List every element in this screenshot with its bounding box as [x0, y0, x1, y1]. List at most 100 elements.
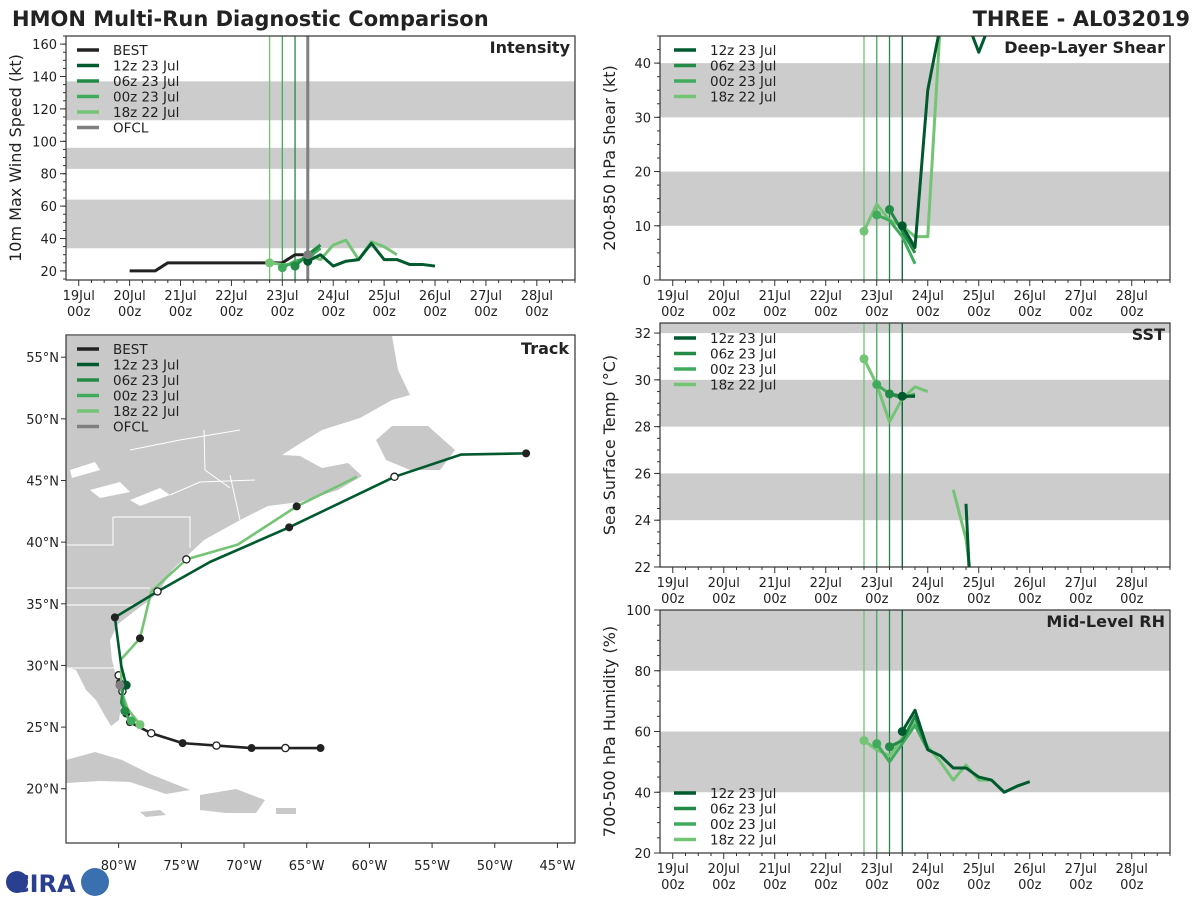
map-frame: [65, 334, 576, 844]
x-tick-label-day: 27Jul: [1065, 289, 1097, 304]
x-tick-label-hour: 00z: [814, 878, 838, 893]
y-tick-label: 120: [32, 103, 57, 118]
plot-area: [660, 36, 1170, 280]
legend-label: 12z 23 Jul: [113, 358, 179, 374]
x-tick-label-hour: 00z: [67, 305, 91, 320]
y-tick-label: 40: [40, 233, 57, 248]
series-line: [900, 708, 1031, 794]
x-tick-label-day: 23Jul: [266, 289, 298, 304]
y-tick-label: 40: [634, 57, 651, 72]
lake: [90, 482, 130, 498]
x-tick-label-day: 21Jul: [759, 576, 791, 591]
x-tick-label-hour: 00z: [474, 305, 498, 320]
y-tick-label: 30: [634, 374, 651, 389]
lon-tick-label: 60°W: [351, 859, 387, 874]
lat-tick-label: 20°N: [26, 783, 59, 798]
y-axis-label: Sea Surface Temp (°C): [600, 355, 619, 535]
shaded-band: [660, 171, 1170, 226]
legend-label: 00z 23 Jul: [113, 389, 179, 405]
legend-label: 18z 22 Jul: [710, 833, 776, 849]
map-area: [66, 336, 531, 817]
track-line: [113, 452, 527, 686]
series-marker: [885, 742, 894, 752]
legend-label: OFCL: [113, 420, 149, 436]
series-marker: [303, 250, 313, 260]
legend-label: 00z 23 Jul: [710, 74, 776, 90]
shaded-band: [660, 323, 1170, 334]
y-tick-label: 24: [634, 514, 651, 529]
series-marker: [859, 736, 869, 746]
x-tick-label-day: 24Jul: [912, 289, 944, 304]
y-axis-label: 10m Max Wind Speed (kt): [6, 54, 25, 262]
panel-title: SST: [1132, 325, 1165, 344]
x-tick-label-day: 20Jul: [708, 862, 740, 877]
series-marker: [872, 739, 882, 749]
series-marker: [859, 354, 869, 364]
legend-label: OFCL: [113, 121, 149, 137]
y-tick-label: 60: [40, 200, 57, 215]
x-tick-label-hour: 00z: [967, 305, 991, 320]
y-tick-label: 22: [634, 561, 651, 576]
x-tick-label-day: 27Jul: [1065, 862, 1097, 877]
x-tick-label-day: 25Jul: [963, 862, 995, 877]
y-tick-label: 26: [634, 467, 651, 482]
x-tick-label-day: 22Jul: [810, 862, 842, 877]
x-tick-label-day: 22Jul: [810, 289, 842, 304]
x-tick-label-day: 28Jul: [521, 289, 553, 304]
series-marker: [303, 256, 313, 266]
x-tick-label-day: 22Jul: [810, 576, 842, 591]
legend-label: 06z 23 Jul: [710, 59, 776, 75]
land-mass: [66, 336, 410, 726]
x-tick-label-day: 25Jul: [963, 576, 995, 591]
legend-label: 18z 22 Jul: [113, 404, 179, 420]
panel-title: Deep-Layer Shear: [1004, 38, 1165, 57]
x-tick-label-hour: 00z: [916, 305, 940, 320]
lon-tick-label: 50°W: [477, 859, 513, 874]
legend-label: 06z 23 Jul: [710, 802, 776, 818]
legend-label: 18z 22 Jul: [710, 378, 776, 394]
legend-label: 12z 23 Jul: [710, 786, 776, 802]
x-tick-label-hour: 00z: [916, 878, 940, 893]
state-border: [203, 429, 231, 489]
x-tick-label-day: 24Jul: [912, 576, 944, 591]
y-tick-label: 100: [626, 604, 651, 619]
track-point-00z: [522, 449, 531, 458]
panel-title: Mid-Level RH: [1046, 612, 1165, 631]
x-tick-label-day: 19Jul: [657, 862, 689, 877]
x-tick-label-hour: 00z: [967, 592, 991, 607]
shaded-band: [66, 147, 575, 169]
y-tick-label: 20: [634, 847, 651, 862]
lon-tick-label: 80°W: [101, 859, 137, 874]
x-tick-label-hour: 00z: [712, 878, 736, 893]
x-tick-label-hour: 00z: [661, 592, 685, 607]
legend-label: 18z 22 Jul: [710, 90, 776, 106]
track-point-00z: [285, 523, 294, 532]
state-border: [66, 517, 114, 546]
y-tick-label: 20: [40, 265, 57, 280]
x-tick-label-day: 25Jul: [368, 289, 400, 304]
x-tick-label-hour: 00z: [763, 878, 787, 893]
legend-label: 06z 23 Jul: [113, 74, 179, 90]
x-tick-label-day: 26Jul: [419, 289, 451, 304]
legend-label: 00z 23 Jul: [710, 362, 776, 378]
intensity-panel: 19Jul00z20Jul00z21Jul00z22Jul00z23Jul00z…: [6, 35, 576, 320]
shaded-band: [660, 63, 1170, 118]
track-point-00z: [292, 502, 301, 511]
track-point-12z: [147, 729, 156, 738]
series-line: [888, 208, 917, 254]
track-point-12z: [182, 555, 191, 564]
series-line: [862, 358, 929, 424]
x-tick-label-day: 24Jul: [317, 289, 349, 304]
x-tick-label-day: 22Jul: [215, 289, 247, 304]
land-mass: [140, 810, 166, 817]
x-tick-label-hour: 00z: [814, 592, 838, 607]
series-marker: [277, 263, 287, 273]
lat-tick-label: 35°N: [26, 598, 59, 613]
series-marker: [897, 391, 907, 401]
x-tick-label-hour: 00z: [525, 305, 549, 320]
track-init-point: [121, 680, 131, 690]
logo-globe-icon: [6, 871, 28, 893]
series-line: [876, 213, 917, 265]
x-tick-label-hour: 00z: [271, 305, 295, 320]
